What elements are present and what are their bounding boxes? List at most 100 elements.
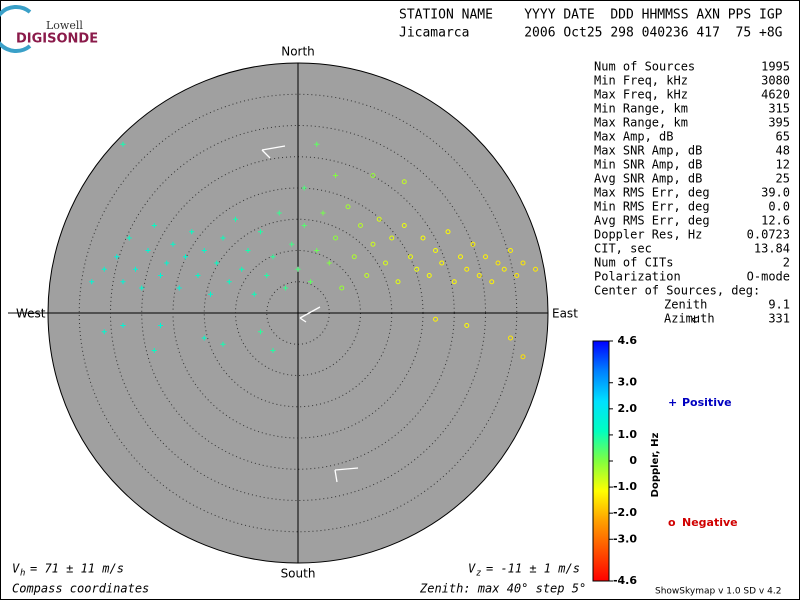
source-negative bbox=[514, 273, 520, 278]
source-negative bbox=[501, 266, 507, 272]
source-positive bbox=[89, 279, 95, 285]
source-negative bbox=[370, 241, 376, 247]
colorbar-tick-label: 2.0 bbox=[618, 402, 638, 415]
stat-label: Doppler Res, Hz bbox=[594, 228, 702, 242]
source-negative bbox=[508, 335, 513, 341]
source-negative bbox=[383, 260, 388, 266]
source-positive bbox=[233, 216, 238, 222]
stats-panel: Num of Sources 1995 Min Freq, kHz 3080 Max F… bbox=[594, 60, 790, 326]
source-positive bbox=[251, 291, 257, 297]
source-negative bbox=[483, 254, 488, 260]
source-negative bbox=[333, 235, 338, 241]
azimuth-icon bbox=[691, 316, 699, 324]
stat-value: 1995 bbox=[761, 60, 790, 74]
footer-version: ShowSkymap v 1.0 SD v 4.2 bbox=[655, 587, 781, 597]
source-positive bbox=[283, 285, 288, 291]
vh-sub: h bbox=[20, 569, 25, 579]
legend-negative-symbol: o bbox=[668, 516, 676, 529]
logo-arc bbox=[0, 5, 32, 53]
source-negative bbox=[445, 229, 451, 235]
source-positive bbox=[314, 248, 320, 253]
stat-label: Min SNR Amp, dB bbox=[594, 158, 702, 172]
compass-west: West bbox=[16, 307, 46, 321]
stat-label: CIT, sec bbox=[594, 242, 652, 256]
header-line1: STATION NAME YYYY DATE DDD HHMMSS AXN PP… bbox=[399, 8, 783, 23]
source-negative bbox=[364, 273, 370, 278]
stat-value: 12 bbox=[776, 158, 790, 172]
source-negative bbox=[464, 323, 470, 328]
source-negative bbox=[520, 260, 526, 266]
source-positive bbox=[270, 254, 276, 260]
stat-label: Avg RMS Err, deg bbox=[594, 214, 710, 228]
source-positive bbox=[226, 279, 232, 285]
source-positive bbox=[201, 335, 207, 341]
stat-label: Num of Sources bbox=[594, 60, 695, 74]
source-positive bbox=[195, 273, 201, 278]
stat-value: 39.0 bbox=[761, 186, 790, 200]
compass-north: North bbox=[281, 45, 315, 59]
stat-value: 3080 bbox=[761, 74, 790, 88]
source-negative bbox=[339, 285, 345, 291]
source-positive bbox=[264, 273, 270, 278]
source-negative bbox=[439, 260, 445, 266]
center-label: Zenith bbox=[664, 298, 707, 312]
source-positive bbox=[245, 248, 251, 253]
source-positive bbox=[295, 266, 301, 272]
source-positive bbox=[170, 241, 176, 247]
velocity-arrow bbox=[261, 145, 286, 159]
colorbar: 4.6 3.0 2.0 1.0 0 -1.0 -2.0 -3.0 -4.6 bbox=[592, 334, 638, 587]
stat-value: 48 bbox=[776, 144, 790, 158]
footer-zenith: Zenith: max 40° step 5° bbox=[419, 582, 586, 596]
vz-text: = -11 ± 1 m/s bbox=[486, 562, 580, 576]
source-positive bbox=[220, 235, 226, 241]
source-negative bbox=[370, 173, 376, 178]
source-negative bbox=[426, 273, 432, 278]
source-negative bbox=[358, 223, 363, 228]
source-positive bbox=[189, 229, 195, 235]
source-positive bbox=[133, 266, 138, 272]
source-positive bbox=[320, 210, 326, 216]
colorbar-tick-label: 0 bbox=[629, 454, 637, 467]
vz-sub: z bbox=[476, 569, 481, 579]
source-negative bbox=[433, 248, 438, 253]
legend-negative-text: Negative bbox=[682, 516, 738, 529]
compass-south: South bbox=[281, 567, 316, 581]
source-negative bbox=[489, 279, 495, 285]
stat-value: 4620 bbox=[761, 88, 790, 102]
source-positive bbox=[183, 254, 188, 260]
legend-positive-text: Positive bbox=[682, 396, 732, 409]
source-positive bbox=[270, 348, 276, 353]
logo-bottom: DIGISONDE bbox=[16, 32, 98, 47]
colorbar-tick-label: -4.6 bbox=[613, 574, 637, 587]
colorbar-tick-label: 3.0 bbox=[618, 376, 638, 389]
stat-label: Max Range, km bbox=[594, 116, 688, 130]
legend-positive-symbol: + bbox=[668, 396, 677, 409]
stat-label: Min RMS Err, deg bbox=[594, 200, 710, 214]
stat-value: 25 bbox=[776, 172, 790, 186]
source-positive bbox=[258, 329, 263, 335]
source-negative bbox=[470, 241, 476, 247]
colorbar-tick-label: -2.0 bbox=[613, 506, 637, 519]
stat-label: Max Freq, kHz bbox=[594, 88, 688, 102]
source-positive bbox=[301, 223, 307, 228]
header-line2: Jicamarca 2006 Oct25 298 040236 417 75 +… bbox=[399, 26, 783, 41]
colorbar-rect bbox=[592, 340, 610, 582]
source-negative bbox=[495, 260, 501, 266]
source-positive bbox=[333, 173, 338, 178]
source-negative bbox=[408, 254, 413, 260]
source-positive bbox=[314, 141, 320, 147]
stat-value: 0.0723 bbox=[747, 228, 790, 242]
source-negative bbox=[476, 273, 482, 278]
source-positive bbox=[101, 266, 107, 272]
stat-label: Max RMS Err, deg bbox=[594, 186, 710, 200]
source-positive bbox=[289, 241, 295, 247]
source-negative bbox=[345, 204, 351, 210]
vh-symbol: V bbox=[12, 562, 20, 576]
source-positive bbox=[239, 266, 245, 272]
source-negative bbox=[401, 179, 407, 185]
source-positive bbox=[176, 285, 182, 291]
source-positive bbox=[151, 223, 157, 228]
source-positive bbox=[145, 248, 151, 253]
stat-label: Max SNR Amp, dB bbox=[594, 144, 702, 158]
velocity-arrow bbox=[334, 467, 359, 483]
